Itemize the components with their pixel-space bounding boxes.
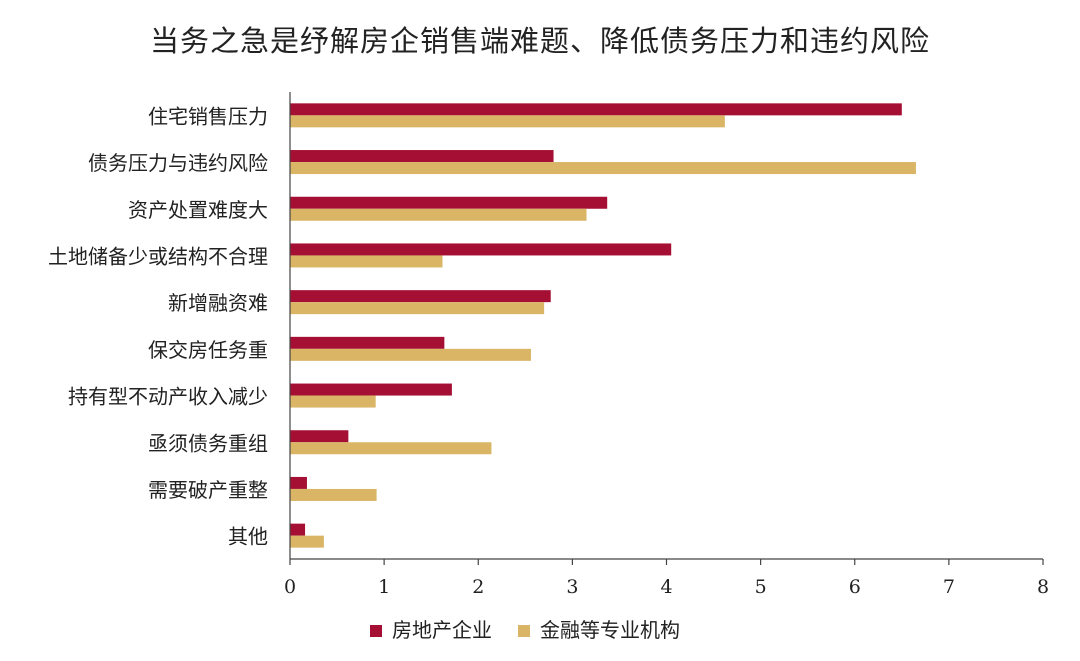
x-tick-label: 6 <box>849 576 861 598</box>
bar-institution-9 <box>290 535 324 548</box>
legend-swatch-developer <box>370 625 382 637</box>
bar-developer-8 <box>290 476 307 489</box>
bar-institution-0 <box>290 115 725 128</box>
bar-developer-2 <box>290 196 608 209</box>
bar-developer-7 <box>290 430 349 443</box>
bar-developer-4 <box>290 290 551 303</box>
legend-label-institution: 金融等专业机构 <box>540 618 680 642</box>
category-label: 土地储备少或结构不合理 <box>48 244 268 268</box>
category-label: 新增融资难 <box>168 291 268 315</box>
x-tick-label: 1 <box>378 576 390 598</box>
x-tick-label: 8 <box>1037 576 1049 598</box>
bar-institution-1 <box>290 162 916 175</box>
bar-institution-7 <box>290 442 492 455</box>
category-label: 资产处置难度大 <box>128 198 268 222</box>
bar-institution-3 <box>290 255 443 268</box>
x-tick-label: 2 <box>472 576 484 598</box>
x-tick-label: 3 <box>566 576 578 598</box>
x-tick-label: 0 <box>284 576 296 598</box>
bar-institution-4 <box>290 302 545 315</box>
category-label: 需要破产重整 <box>148 478 268 502</box>
x-tick-label: 7 <box>943 576 955 598</box>
legend-swatch-institution <box>518 625 530 637</box>
bar-developer-5 <box>290 336 445 349</box>
bar-institution-6 <box>290 395 376 408</box>
category-label: 保交房任务重 <box>148 338 268 362</box>
x-tick-label: 5 <box>755 576 767 598</box>
bar-developer-0 <box>290 103 902 116</box>
category-label: 亟须债务重组 <box>148 431 268 455</box>
bar-institution-5 <box>290 348 531 361</box>
category-label: 持有型不动产收入减少 <box>68 385 268 409</box>
bar-developer-3 <box>290 243 672 256</box>
bar-developer-1 <box>290 150 554 163</box>
category-label: 住宅销售压力 <box>148 104 268 128</box>
category-label: 债务压力与违约风险 <box>88 151 268 175</box>
chart-title: 当务之急是纾解房企销售端难题、降低债务压力和违约风险 <box>149 24 930 58</box>
bar-institution-8 <box>290 488 377 501</box>
x-tick-label: 4 <box>660 576 672 598</box>
category-label: 其他 <box>228 525 268 549</box>
bar-institution-2 <box>290 208 587 221</box>
legend-label-developer: 房地产企业 <box>392 618 492 642</box>
bar-developer-6 <box>290 383 452 396</box>
bar-developer-9 <box>290 523 306 536</box>
